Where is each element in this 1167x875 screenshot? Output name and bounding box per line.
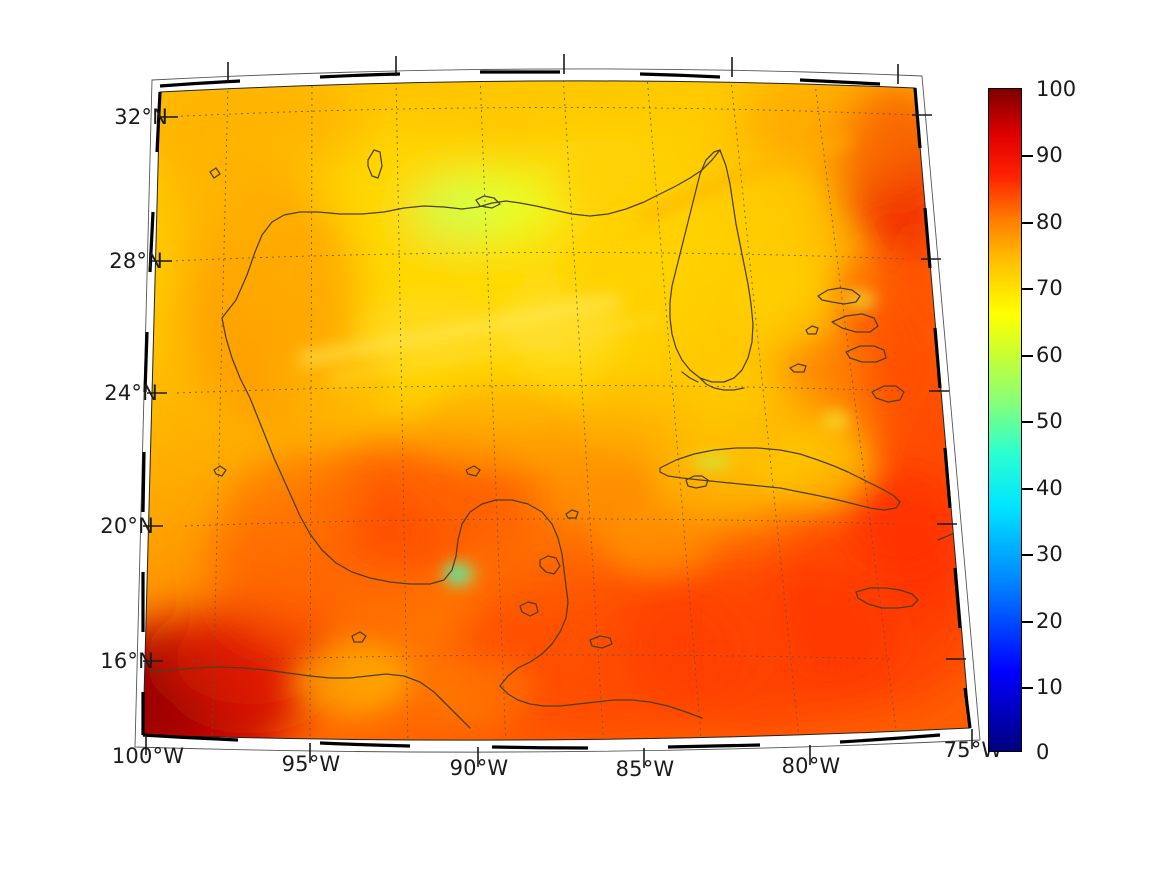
colorbar-tick-40: [1022, 488, 1033, 490]
colorbar-tick-70: [1022, 288, 1033, 290]
colorbar-label-0: 0: [1036, 740, 1050, 764]
lon-tick-label-80w: 80°W: [781, 754, 841, 778]
lon-tick-label-90w: 90°W: [449, 756, 509, 780]
colorbar-label-30: 30: [1036, 542, 1063, 566]
colorbar-tick-80: [1022, 222, 1033, 224]
lat-tick-label-16n: 16°N: [100, 649, 154, 673]
colorbar-label-70: 70: [1036, 276, 1063, 300]
colorbar-gradient: [988, 88, 1022, 752]
colorbar-label-60: 60: [1036, 343, 1063, 367]
colorbar-label-10: 10: [1036, 675, 1063, 699]
lon-tick-label-100w: 100°W: [111, 744, 185, 768]
colorbar-label-50: 50: [1036, 409, 1063, 433]
colorbar-label-90: 90: [1036, 143, 1063, 167]
lat-tick-label-32n: 32°N: [114, 105, 168, 129]
colorbar-tick-90: [1022, 155, 1033, 157]
lat-tick-label-20n: 20°N: [100, 514, 154, 538]
colorbar-tick-30: [1022, 554, 1033, 556]
colorbar-label-80: 80: [1036, 210, 1063, 234]
colorbar-label-40: 40: [1036, 476, 1063, 500]
lat-tick-label-24n: 24°N: [104, 381, 158, 405]
lon-tick-label-85w: 85°W: [615, 757, 675, 781]
colorbar-label-100: 100: [1036, 77, 1077, 101]
colorbar-tick-60: [1022, 355, 1033, 357]
lat-tick-label-28n: 28°N: [109, 249, 163, 273]
colorbar-tick-50: [1022, 421, 1033, 423]
map-frame: [134, 54, 981, 768]
colorbar-tick-10: [1022, 687, 1033, 689]
colorbar-label-20: 20: [1036, 609, 1063, 633]
heatmap-field: [143, 80, 970, 741]
colorbar-tick-20: [1022, 621, 1033, 623]
lon-tick-label-95w: 95°W: [281, 752, 341, 776]
